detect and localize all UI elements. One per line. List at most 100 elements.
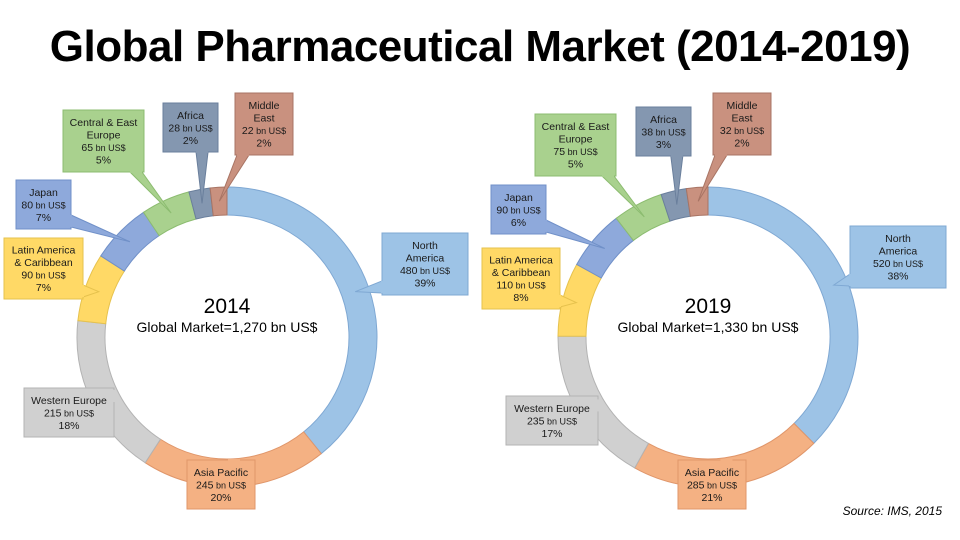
callout-value-number: 520 [873, 258, 891, 270]
callout-value-number: 22 [242, 125, 254, 137]
callout-percent: 39% [414, 278, 435, 290]
callout-value: 90 bn US$ [496, 204, 540, 216]
callout-label: Africa [650, 114, 677, 126]
callout-pointer [128, 171, 172, 214]
callout-label: North [412, 240, 438, 252]
callout-value-unit: bn US$ [254, 126, 287, 136]
callout-percent: 7% [36, 212, 51, 224]
callout-value: 80 bn US$ [21, 199, 65, 211]
callout-box [481, 247, 561, 310]
callout-seam [720, 459, 733, 461]
callout-seam [602, 175, 614, 177]
callout-percent: 6% [511, 217, 526, 229]
callout-value: 285 bn US$ [687, 479, 737, 491]
callout-value-number: 110 [496, 280, 513, 292]
callout-seam [130, 171, 142, 173]
callout-percent: 3% [656, 139, 671, 151]
callout-value-number: 28 [168, 122, 180, 134]
callout-seam [196, 151, 209, 153]
callout-value-unit: bn US$ [214, 480, 247, 490]
callout-box [162, 102, 219, 153]
callout-label: Latin America [489, 255, 553, 267]
callout-box [505, 395, 599, 446]
callout-value-unit: bn US$ [93, 143, 126, 153]
callout-value-unit: bn US$ [653, 127, 686, 137]
callout-value: 65 bn US$ [81, 142, 125, 154]
chart-title: Global Pharmaceutical Market (2014-2019) [49, 22, 911, 71]
callout-value-unit: bn US$ [33, 200, 66, 210]
callout-pointer [545, 219, 605, 249]
callout-label: Europe [87, 130, 121, 142]
callout-seam [82, 285, 84, 297]
callout-seam [559, 295, 561, 307]
callout-value: 520 bn US$ [873, 258, 923, 270]
center-total-label: Global Market=1,270 bn US$ [137, 319, 318, 335]
center-year: 2014 [204, 295, 251, 318]
callout-value-unit: bn US$ [180, 123, 213, 133]
callout-percent: 17% [541, 428, 562, 440]
callout-value-unit: bn US$ [545, 416, 578, 426]
callout-label: Europe [559, 134, 593, 146]
callout-value-number: 480 [400, 265, 418, 277]
callout-label: Japan [29, 187, 58, 199]
callout-seam [227, 459, 240, 461]
callout-value-number: 38 [641, 126, 653, 138]
callout-value-number: 245 [196, 479, 214, 491]
callout-label: Africa [177, 110, 204, 122]
callout-box [23, 387, 115, 438]
callout-seam [715, 154, 727, 156]
callout-label: East [731, 113, 752, 125]
callout-box [381, 232, 469, 296]
callout-value: 235 bn US$ [527, 415, 577, 427]
callout-label: & Caribbean [492, 267, 551, 279]
callout-value-number: 90 [21, 270, 33, 282]
callout-value-unit: bn US$ [33, 271, 66, 281]
callout-percent: 18% [58, 420, 79, 432]
callout-value-number: 75 [553, 146, 565, 158]
callout-percent: 38% [887, 271, 908, 283]
callout-box [3, 237, 84, 300]
callout-percent: 21% [701, 492, 722, 504]
callout-seam [237, 154, 249, 156]
callout-box [234, 92, 294, 156]
callout-percent: 5% [96, 155, 111, 167]
center-year: 2019 [685, 295, 732, 318]
callout-label: Western Europe [514, 403, 590, 415]
callout-seam [113, 390, 115, 402]
callout-box [490, 184, 547, 235]
callout-value-number: 235 [527, 415, 545, 427]
center-total-label: Global Market=1,330 bn US$ [618, 319, 799, 335]
callout-seam [597, 399, 599, 412]
callout-label: North [885, 233, 911, 245]
callout-seam [670, 155, 683, 157]
callout-label: America [406, 253, 445, 265]
callout-percent: 2% [734, 138, 749, 150]
callout-label: & Caribbean [14, 257, 73, 269]
callout-percent: 20% [210, 492, 231, 504]
callout-value: 90 bn US$ [21, 270, 65, 282]
callout-value-number: 285 [687, 479, 705, 491]
callout-percent: 5% [568, 159, 583, 171]
callout-percent: 7% [36, 282, 51, 294]
callout-box [712, 92, 772, 156]
callout-label: Japan [504, 192, 533, 204]
callout-box [677, 459, 747, 510]
callout-value-unit: bn US$ [565, 147, 598, 157]
callout-value-unit: bn US$ [732, 126, 765, 136]
callout-value: 28 bn US$ [168, 122, 212, 134]
callout-label: Central & East [542, 121, 610, 133]
callout-value-number: 215 [44, 407, 62, 419]
callout-box [15, 179, 72, 230]
